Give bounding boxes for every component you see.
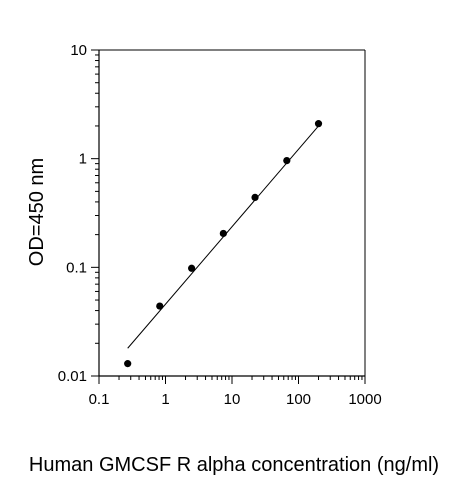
data-points	[124, 120, 323, 368]
y-tick-label: 0.01	[58, 368, 87, 385]
data-point	[219, 229, 227, 238]
x-tick-label: 0.1	[89, 391, 110, 408]
data-point	[188, 264, 196, 272]
y-tick-label: 1	[79, 151, 87, 168]
y-axis-ticks: 0.01 0.1 1 10	[58, 42, 99, 385]
data-point	[283, 156, 291, 165]
x-tick-label: 1000	[348, 391, 381, 408]
y-tick-label: 0.1	[66, 259, 87, 276]
plot-frame	[98, 49, 366, 377]
data-point	[156, 302, 164, 310]
data-point	[124, 360, 132, 368]
y-axis-title: OD=450 nm	[26, 158, 48, 266]
data-point	[251, 193, 259, 202]
data-point	[314, 120, 323, 128]
x-tick-label: 1	[161, 391, 169, 408]
x-axis-title: Human GMCSF R alpha concentration (ng/ml…	[29, 454, 439, 476]
x-tick-label: 10	[224, 391, 241, 408]
y-tick-label: 10	[70, 42, 87, 59]
x-tick-label: 100	[286, 391, 311, 408]
x-axis-ticks: 0.1 1 10 100 1000	[89, 376, 382, 408]
